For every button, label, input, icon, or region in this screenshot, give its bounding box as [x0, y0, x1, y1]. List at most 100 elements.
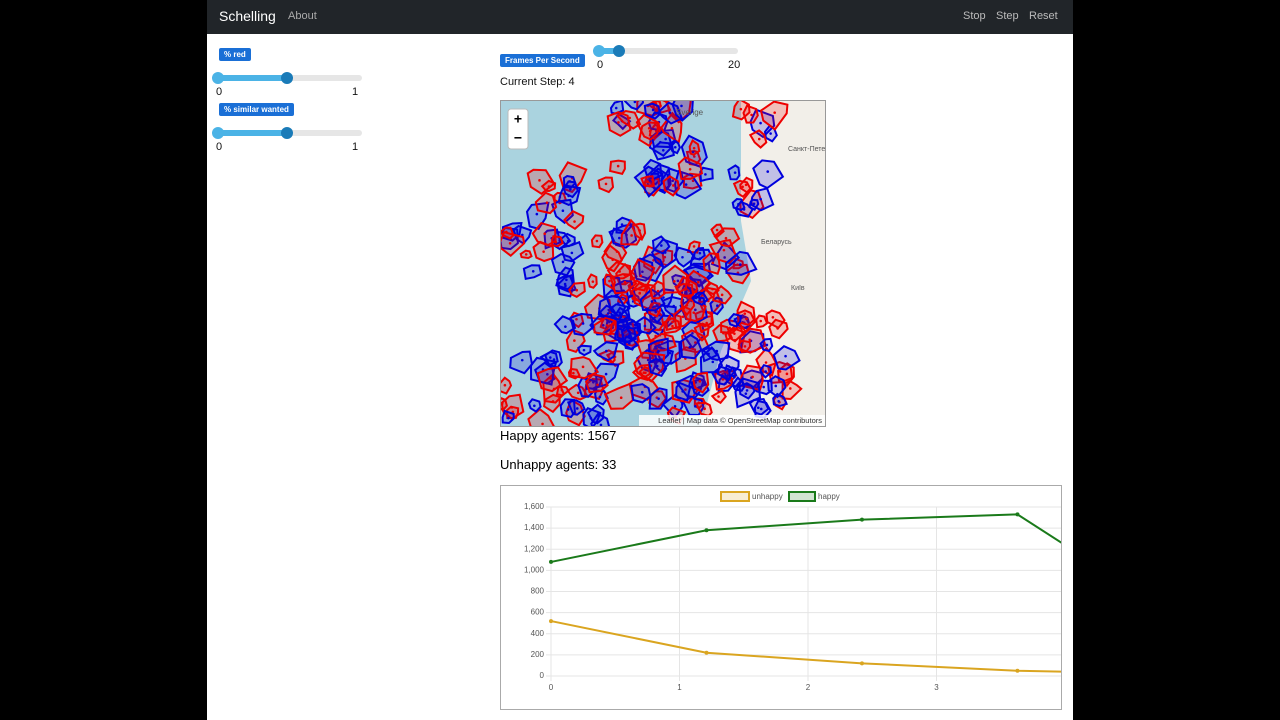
agent: [549, 377, 552, 380]
agent: [651, 108, 655, 112]
region: [623, 101, 645, 111]
agent: [591, 280, 595, 283]
region: [543, 393, 561, 414]
agent: [777, 399, 780, 403]
slider-handle[interactable]: [612, 45, 625, 57]
agent: [543, 232, 547, 235]
slider-handle[interactable]: [281, 127, 293, 139]
region: [639, 288, 666, 312]
agent: [748, 338, 752, 342]
agent: [620, 223, 624, 226]
point: [704, 650, 709, 655]
agent: [698, 380, 702, 383]
nav-link[interactable]: About: [288, 10, 317, 22]
agent: [660, 244, 663, 247]
agent: [595, 239, 599, 243]
agent: [535, 212, 539, 216]
agent: [646, 180, 649, 184]
agent: [764, 370, 767, 373]
agent: [662, 149, 665, 152]
agent: [688, 345, 692, 349]
region: [526, 168, 556, 196]
legend-swatch[interactable]: [720, 491, 750, 502]
agent: [573, 220, 576, 223]
region: [716, 354, 740, 381]
zoom-control: [507, 108, 529, 150]
zoom-in[interactable]: +: [514, 111, 522, 127]
agent: [630, 234, 633, 237]
agent: [773, 111, 776, 114]
agent: [572, 371, 575, 375]
agent: [565, 278, 568, 282]
agent: [759, 121, 762, 125]
agent: [542, 250, 545, 253]
agent: [510, 406, 514, 409]
x-tick-label: 0: [549, 683, 554, 692]
region: [673, 246, 697, 268]
step-button[interactable]: Step: [996, 10, 1019, 22]
agent: [717, 395, 720, 398]
y-tick-label: 1,200: [524, 544, 545, 553]
agent: [673, 280, 676, 283]
slider-min-handle: [593, 45, 605, 57]
point: [549, 559, 553, 564]
point: [859, 661, 864, 666]
agent: [765, 343, 769, 347]
agent: [711, 287, 714, 291]
agent: [658, 321, 661, 325]
agent: [751, 375, 754, 379]
agent: [728, 326, 731, 330]
slider-track[interactable]: [599, 48, 738, 54]
agent: [507, 416, 510, 420]
agent: [604, 182, 608, 186]
region: [569, 356, 600, 380]
agent: [722, 248, 726, 252]
agent: [575, 317, 578, 321]
agent: [650, 300, 654, 303]
agent: [750, 113, 753, 117]
agent: [628, 116, 632, 120]
agent: [721, 378, 725, 381]
agent: [533, 404, 536, 408]
agent: [704, 173, 707, 176]
slider-handle[interactable]: [281, 72, 293, 84]
slider-max: 20: [728, 59, 741, 71]
agent: [607, 354, 610, 358]
agent: [789, 387, 792, 390]
x-tick-label: 1: [677, 683, 682, 692]
agent: [785, 372, 789, 376]
agent: [547, 185, 551, 188]
agent: [545, 201, 549, 204]
agent: [757, 137, 761, 141]
agent: [621, 297, 625, 301]
agent: [733, 171, 737, 174]
legend-swatch[interactable]: [788, 491, 816, 502]
agent: [642, 371, 646, 374]
agent: [745, 389, 749, 392]
agent: [618, 311, 621, 314]
slider-min-handle: [212, 72, 224, 84]
agent: [733, 319, 736, 323]
map-label: Беларусь: [761, 239, 792, 246]
legend-label: happy: [818, 492, 840, 501]
agent: [641, 270, 644, 274]
agent: [656, 289, 660, 293]
happy-text: Happy agents: 1567: [500, 428, 617, 443]
agent: [692, 146, 696, 150]
navbar: Schelling About Stop Step Reset: [207, 0, 1073, 34]
stop-button[interactable]: Stop: [963, 10, 986, 22]
agent: [664, 137, 667, 141]
agent: [690, 385, 694, 389]
slider-min: 0: [216, 86, 223, 98]
agent: [538, 179, 541, 182]
y-tick-label: 0: [540, 671, 545, 680]
agent: [657, 397, 660, 400]
agent: [668, 351, 672, 355]
reset-button[interactable]: Reset: [1029, 10, 1058, 22]
brand[interactable]: Schelling: [219, 8, 276, 24]
zoom-out[interactable]: −: [514, 130, 522, 146]
agent: [673, 405, 677, 408]
agent: [638, 292, 642, 295]
agent: [692, 311, 696, 314]
agent: [657, 349, 660, 353]
